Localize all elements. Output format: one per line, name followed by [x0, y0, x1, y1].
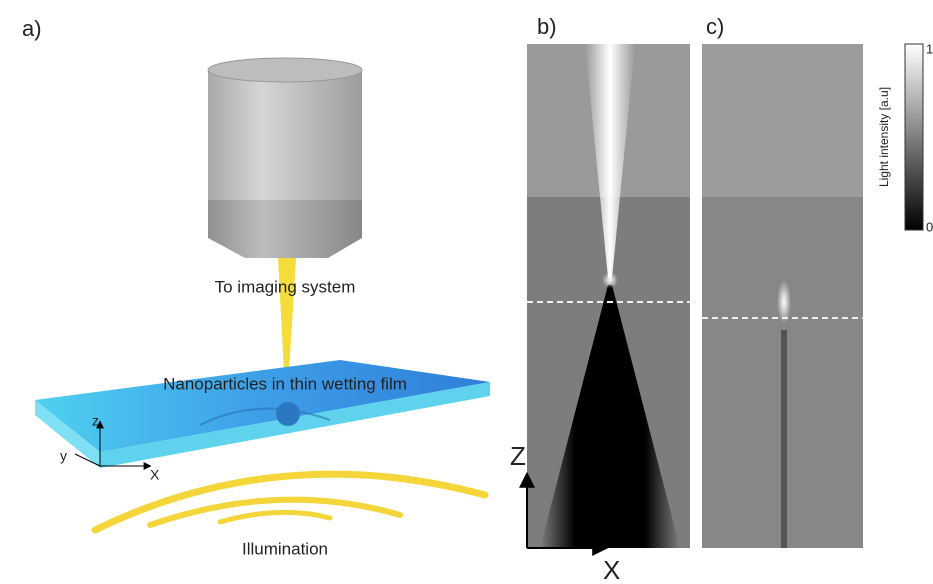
panel-label: a) — [22, 16, 42, 41]
colorbar: Light intensity [a.u] 1 0 — [877, 41, 933, 234]
axis-label: Z — [510, 441, 526, 471]
colorbar-tick: 1 — [926, 41, 933, 56]
panel-label: b) — [537, 14, 557, 39]
panel-c: c) — [702, 14, 863, 548]
panel-a: a) To imaging system Nanoparticles in th… — [22, 16, 490, 559]
figure: a) To imaging system Nanoparticles in th… — [0, 0, 933, 584]
axis-label: X — [603, 555, 620, 584]
caption: To imaging system — [215, 277, 356, 296]
nanoparticle — [276, 402, 300, 426]
colorbar-label: Light intensity [a.u] — [877, 87, 891, 187]
axis-label: y — [60, 448, 67, 464]
light-beam — [278, 258, 296, 372]
panel-b: b) — [527, 14, 690, 548]
colorbar-gradient — [905, 44, 923, 230]
panel-label: c) — [706, 14, 724, 39]
axis-label: X — [150, 467, 160, 483]
objective-body — [208, 70, 362, 200]
caption: Illumination — [242, 539, 328, 558]
caption: Nanoparticles in thin wetting film — [163, 374, 407, 393]
focus — [602, 272, 618, 288]
objective-top — [208, 58, 362, 82]
image-region — [702, 44, 863, 197]
objective-tip — [208, 200, 362, 258]
colorbar-tick: 0 — [926, 219, 933, 234]
axis-label: z — [92, 413, 99, 429]
